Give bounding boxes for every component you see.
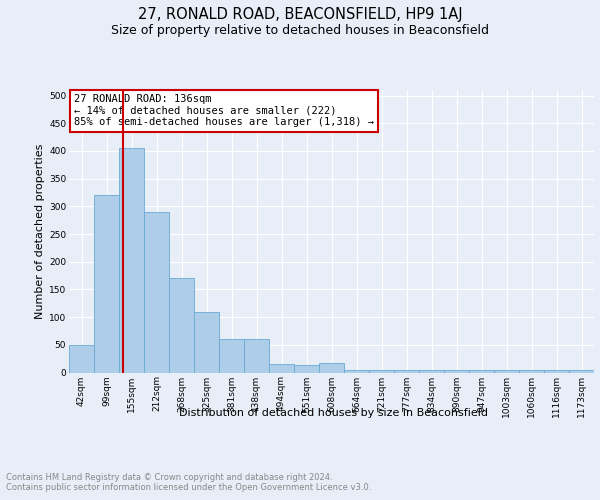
Bar	[444, 370, 469, 372]
Bar	[519, 370, 544, 372]
Text: 27 RONALD ROAD: 136sqm
← 14% of detached houses are smaller (222)
85% of semi-de: 27 RONALD ROAD: 136sqm ← 14% of detached…	[74, 94, 374, 128]
Text: Distribution of detached houses by size in Beaconsfield: Distribution of detached houses by size …	[179, 408, 488, 418]
Bar	[244, 340, 269, 372]
Bar	[94, 195, 119, 372]
Bar	[169, 278, 194, 372]
Bar	[469, 370, 494, 372]
Bar	[194, 312, 219, 372]
Bar	[394, 370, 419, 372]
Bar	[144, 212, 169, 372]
Text: Size of property relative to detached houses in Beaconsfield: Size of property relative to detached ho…	[111, 24, 489, 37]
Bar	[319, 362, 344, 372]
Bar	[269, 364, 294, 372]
Bar	[69, 345, 94, 372]
Text: 27, RONALD ROAD, BEACONSFIELD, HP9 1AJ: 27, RONALD ROAD, BEACONSFIELD, HP9 1AJ	[137, 8, 463, 22]
Text: Contains HM Land Registry data © Crown copyright and database right 2024.
Contai: Contains HM Land Registry data © Crown c…	[6, 472, 371, 492]
Bar	[219, 340, 244, 372]
Bar	[569, 370, 594, 372]
Bar	[419, 370, 444, 372]
Bar	[294, 366, 319, 372]
Bar	[544, 370, 569, 372]
Bar	[119, 148, 144, 372]
Bar	[494, 370, 519, 372]
Bar	[369, 370, 394, 372]
Bar	[344, 370, 369, 372]
Y-axis label: Number of detached properties: Number of detached properties	[35, 144, 45, 319]
